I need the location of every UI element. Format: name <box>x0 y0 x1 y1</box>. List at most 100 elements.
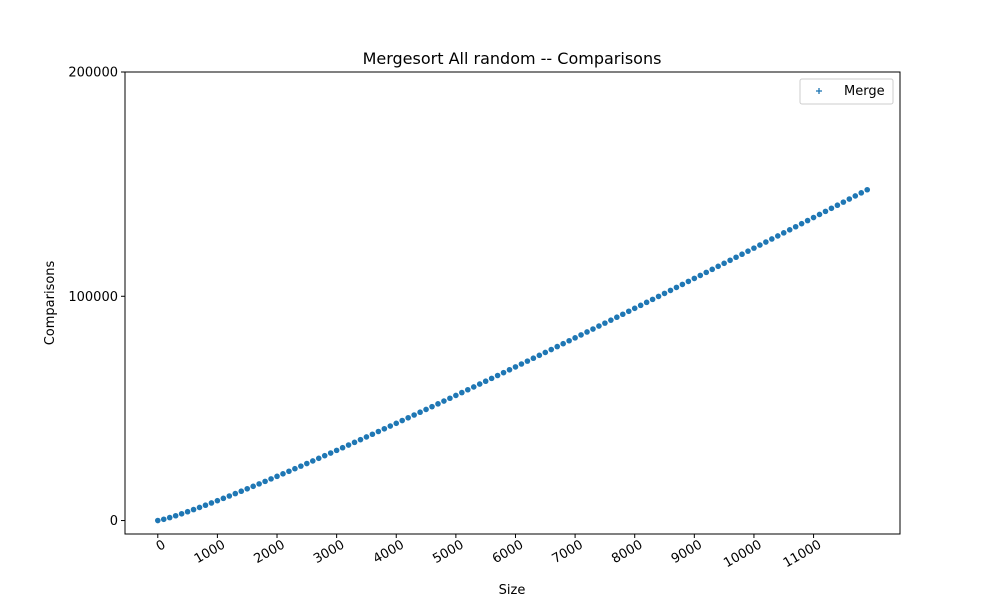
data-point <box>697 272 704 279</box>
data-point <box>816 211 823 218</box>
data-point <box>685 278 692 285</box>
x-tick-label: 8000 <box>609 537 645 567</box>
legend: Merge <box>799 78 894 105</box>
data-point <box>763 239 769 245</box>
y-tick-label: 100000 <box>68 290 118 305</box>
scatter-points <box>154 186 871 524</box>
data-point <box>769 236 775 242</box>
data-point <box>274 473 280 480</box>
data-point <box>166 514 173 521</box>
data-point <box>172 512 179 519</box>
data-point <box>810 214 817 221</box>
data-point <box>459 389 465 396</box>
data-point <box>643 299 650 306</box>
x-tick-label: 4000 <box>371 537 407 567</box>
data-point <box>160 516 167 523</box>
data-point <box>709 266 716 273</box>
legend-label-merge: Merge <box>844 84 885 99</box>
data-point <box>584 329 590 335</box>
data-point <box>852 193 859 199</box>
data-point <box>673 284 680 291</box>
data-point <box>178 510 185 517</box>
data-point <box>625 308 632 315</box>
data-point <box>506 366 513 373</box>
x-tick-label: 0 <box>154 537 169 554</box>
data-point <box>441 398 447 404</box>
data-point <box>423 406 429 413</box>
data-point <box>250 483 256 490</box>
data-point <box>637 302 644 309</box>
plot-frame <box>124 71 901 535</box>
x-tick-label: 2000 <box>252 537 288 567</box>
data-point <box>703 269 710 276</box>
data-point <box>721 260 727 267</box>
data-point <box>154 517 161 524</box>
data-point <box>518 361 525 367</box>
x-tick-label: 6000 <box>490 537 526 567</box>
data-point <box>447 395 453 402</box>
data-point <box>846 196 853 202</box>
data-point <box>292 465 298 472</box>
data-point <box>429 403 435 410</box>
data-point <box>488 375 495 382</box>
data-point <box>405 414 411 421</box>
legend-marker <box>816 88 822 94</box>
data-point <box>733 254 739 261</box>
data-point <box>476 381 483 387</box>
data-point <box>369 431 376 438</box>
data-point <box>286 468 292 475</box>
data-point <box>822 208 829 215</box>
data-point <box>554 343 561 350</box>
data-point <box>786 227 793 233</box>
data-point <box>602 320 608 326</box>
data-point <box>774 233 781 239</box>
data-point <box>387 423 394 429</box>
data-point <box>375 428 382 435</box>
data-point <box>327 450 334 456</box>
data-point <box>745 248 751 254</box>
data-point <box>256 481 262 487</box>
data-point <box>262 478 268 485</box>
data-point <box>214 497 221 504</box>
data-point <box>834 202 841 209</box>
data-point <box>220 495 227 502</box>
data-point <box>244 485 251 492</box>
data-point <box>494 372 501 379</box>
data-point <box>381 425 388 432</box>
data-point <box>417 409 423 416</box>
data-point <box>858 190 865 196</box>
x-tick-label: 9000 <box>669 537 705 567</box>
data-point <box>226 493 233 499</box>
data-point <box>792 223 799 230</box>
data-point <box>608 317 614 323</box>
data-point <box>345 442 352 448</box>
chart-title: Mergesort All random -- Comparisons <box>363 49 662 68</box>
data-point <box>470 384 477 390</box>
data-point <box>798 220 805 227</box>
data-point <box>184 508 191 515</box>
data-point <box>411 412 417 418</box>
data-point <box>351 439 358 446</box>
data-point <box>727 257 733 264</box>
data-point <box>578 332 584 338</box>
data-point <box>614 314 620 321</box>
data-point <box>238 488 245 495</box>
x-tick-label: 11000 <box>781 537 824 571</box>
data-point <box>560 340 566 347</box>
data-point <box>566 337 572 344</box>
y-tick-label: 200000 <box>68 66 118 81</box>
x-tick-label: 10000 <box>721 537 764 571</box>
data-point <box>619 311 626 318</box>
data-point <box>590 326 596 332</box>
data-point <box>840 199 847 205</box>
data-point <box>649 296 656 303</box>
data-point <box>512 364 519 370</box>
data-point <box>828 205 835 212</box>
data-point <box>715 263 721 270</box>
data-point <box>268 476 274 482</box>
data-point <box>655 293 662 300</box>
data-point <box>399 417 406 424</box>
data-point <box>435 401 441 407</box>
legend-box <box>799 78 894 105</box>
